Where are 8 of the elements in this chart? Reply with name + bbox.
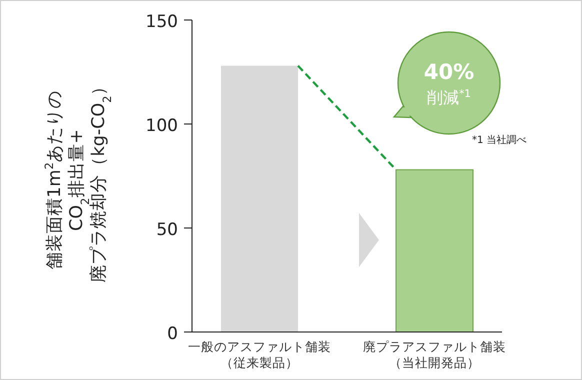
y-tick-label: 50	[156, 220, 178, 240]
y-tick-label: 150	[146, 12, 178, 32]
x-tick-label: 一般のアスファルト舗装（従来製品）	[188, 339, 331, 370]
annotation: 40% 削減$^{*1}$	[424, 60, 474, 107]
y-tick-label: 0	[167, 324, 178, 344]
annotation: *1 当社調べ	[472, 134, 527, 146]
y-tick-label: 100	[146, 116, 178, 136]
x-tick-label: 廃プラアスファルト舗装（当社開発品）	[363, 339, 506, 370]
